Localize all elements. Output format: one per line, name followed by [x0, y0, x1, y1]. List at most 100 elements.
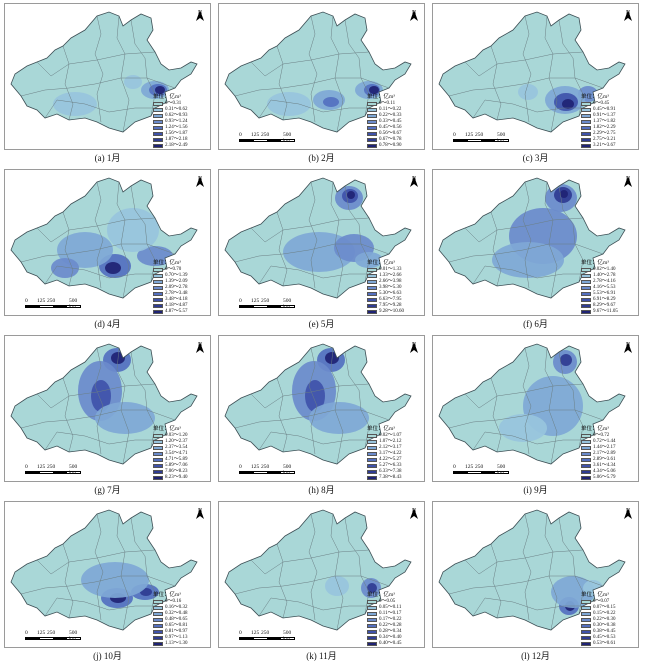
legend-swatch: [153, 439, 163, 445]
legend-label: 1.37～1.82: [593, 119, 616, 124]
admin-boundary: [20, 575, 176, 595]
admin-boundary: [20, 409, 176, 429]
basin-outline: [10, 509, 198, 631]
admin-boundary: [464, 383, 584, 409]
legend-swatch: [153, 599, 163, 605]
north-arrow-icon: N: [409, 508, 419, 526]
choropleth-map: [10, 177, 198, 299]
admin-boundary: [94, 15, 104, 123]
legend-item: 3.48～4.18: [153, 297, 188, 303]
map-frame: N 单位：亿m³0.02～1.071.07～2.122.12～3.173.17～4…: [218, 335, 425, 482]
legend-swatch: [153, 273, 163, 279]
legend-label: 3.98～5.30: [379, 285, 402, 290]
legend-swatch: [581, 641, 591, 647]
legend-swatch: [581, 137, 591, 143]
admin-boundary: [36, 217, 156, 243]
value-contour: [325, 576, 349, 596]
value-contour: [347, 191, 355, 199]
basin-outline: [438, 509, 626, 631]
map-frame: N 单位：亿m³0.01～1.331.33～2.662.66～3.983.98～5…: [218, 169, 425, 316]
map-frame: N 单位：亿m³0～0.110.11～0.220.22～0.330.33～0.45…: [218, 3, 425, 150]
admin-boundary: [522, 347, 532, 455]
legend-swatch: [153, 303, 163, 309]
panel-caption: (j) 10月: [93, 651, 122, 661]
admin-boundary: [234, 575, 390, 595]
scale-tick-label: 125: [251, 298, 260, 304]
legend-swatch: [367, 599, 377, 605]
legend-label: 2.78～4.16: [593, 279, 616, 284]
legend-label: 3.48～4.18: [165, 297, 188, 302]
north-arrow-icon: N: [195, 10, 205, 28]
legend-label: 1.07～2.12: [379, 439, 402, 444]
legend-label: 0～0.16: [165, 599, 182, 604]
value-contour: [560, 190, 568, 198]
value-contour: [369, 86, 379, 94]
legend-label: 4.71～5.89: [165, 457, 188, 462]
admin-boundary: [62, 377, 74, 453]
legend-swatch: [581, 635, 591, 641]
legend-label: 9.67～11.05: [593, 309, 618, 314]
legend-label: 6.33～7.38: [379, 469, 402, 474]
legend-item: 0.28～0.34: [367, 629, 402, 635]
legend-item: 0～0.72: [581, 433, 616, 439]
legend-label: 8.23～9.40: [165, 475, 188, 480]
scale-tick-label: 250: [47, 464, 56, 470]
legend-swatch: [367, 285, 377, 291]
legend-label: 1.13～1.30: [165, 641, 188, 646]
legend-label: 3.54～4.71: [165, 451, 188, 456]
admin-boundary: [130, 351, 156, 449]
value-contour: [367, 583, 377, 593]
scale-tick-label: 0: [239, 298, 242, 304]
admin-boundary: [544, 347, 558, 464]
scale-tick-label: 125: [37, 464, 46, 470]
legend-label: 0.22～0.28: [379, 623, 402, 628]
legend-item: 8.29～9.67: [581, 303, 618, 309]
legend-label: 1.87～2.18: [165, 137, 188, 142]
legend-item: 0.16～0.32: [153, 605, 188, 611]
legend-label: 0.28～0.34: [379, 629, 402, 634]
legend-swatch: [581, 279, 591, 285]
panel-caption: (f) 6月: [523, 319, 548, 329]
map-legend: 单位：亿m³ 0～0.45 0.45～0.91 0.91～1.37 1.37～1.82 1…: [581, 94, 616, 149]
choropleth-map: [438, 509, 626, 631]
basin-outline: [224, 343, 412, 465]
choropleth-map: [10, 343, 198, 465]
legend-item: 5.53～6.91: [581, 291, 618, 297]
admin-boundary: [20, 243, 176, 263]
admin-boundary: [522, 513, 532, 621]
legend-item: 6.33～7.38: [367, 469, 402, 475]
admin-boundary: [344, 19, 370, 117]
legend-item: 0.40～0.45: [367, 641, 402, 647]
legend-label: 0.02～1.40: [593, 267, 616, 272]
map-frame: N 单位：亿m³0～0.310.31～0.620.62～0.930.93～1.24…: [4, 3, 211, 150]
legend-swatch: [153, 605, 163, 611]
legend-item: 0.48～0.65: [153, 617, 188, 623]
legend-swatch: [367, 433, 377, 439]
admin-boundary: [44, 431, 155, 451]
legend-swatch: [153, 433, 163, 439]
admin-boundary: [94, 181, 104, 289]
legend-label: 4.87～5.57: [165, 309, 188, 314]
legend-item: 9.28～10.60: [367, 309, 404, 315]
legend-label: 0.05～0.11: [379, 605, 402, 610]
admin-boundary: [234, 77, 390, 97]
legend-label: 0～0.72: [593, 433, 610, 438]
scale-tick-label: 500 km: [497, 132, 506, 144]
legend-item: 0.02～1.07: [367, 433, 402, 439]
legend-label: 1.56～1.87: [165, 131, 188, 136]
legend-item: 0.93～1.24: [153, 119, 188, 125]
legend-swatch: [367, 629, 377, 635]
legend-swatch: [581, 107, 591, 113]
legend-item: 0.02～1.40: [581, 267, 618, 273]
map-panel: N 单位：亿m³0～0.070.07～0.150.15～0.220.22～0.30…: [432, 501, 639, 665]
legend-item: 0.53～0.61: [581, 641, 616, 647]
map-frame: N 单位：亿m³0～0.720.72～1.441.44～2.172.17～2.89…: [432, 335, 639, 482]
legend-swatch: [153, 611, 163, 617]
value-contour: [323, 97, 339, 107]
scale-tick-label: 250: [261, 298, 270, 304]
legend-item: 4.34～5.06: [581, 469, 616, 475]
legend-swatch: [581, 143, 591, 149]
legend-swatch: [581, 599, 591, 605]
admin-boundary: [472, 597, 583, 617]
scale-bar: 0 125 250 500 km: [239, 630, 295, 642]
